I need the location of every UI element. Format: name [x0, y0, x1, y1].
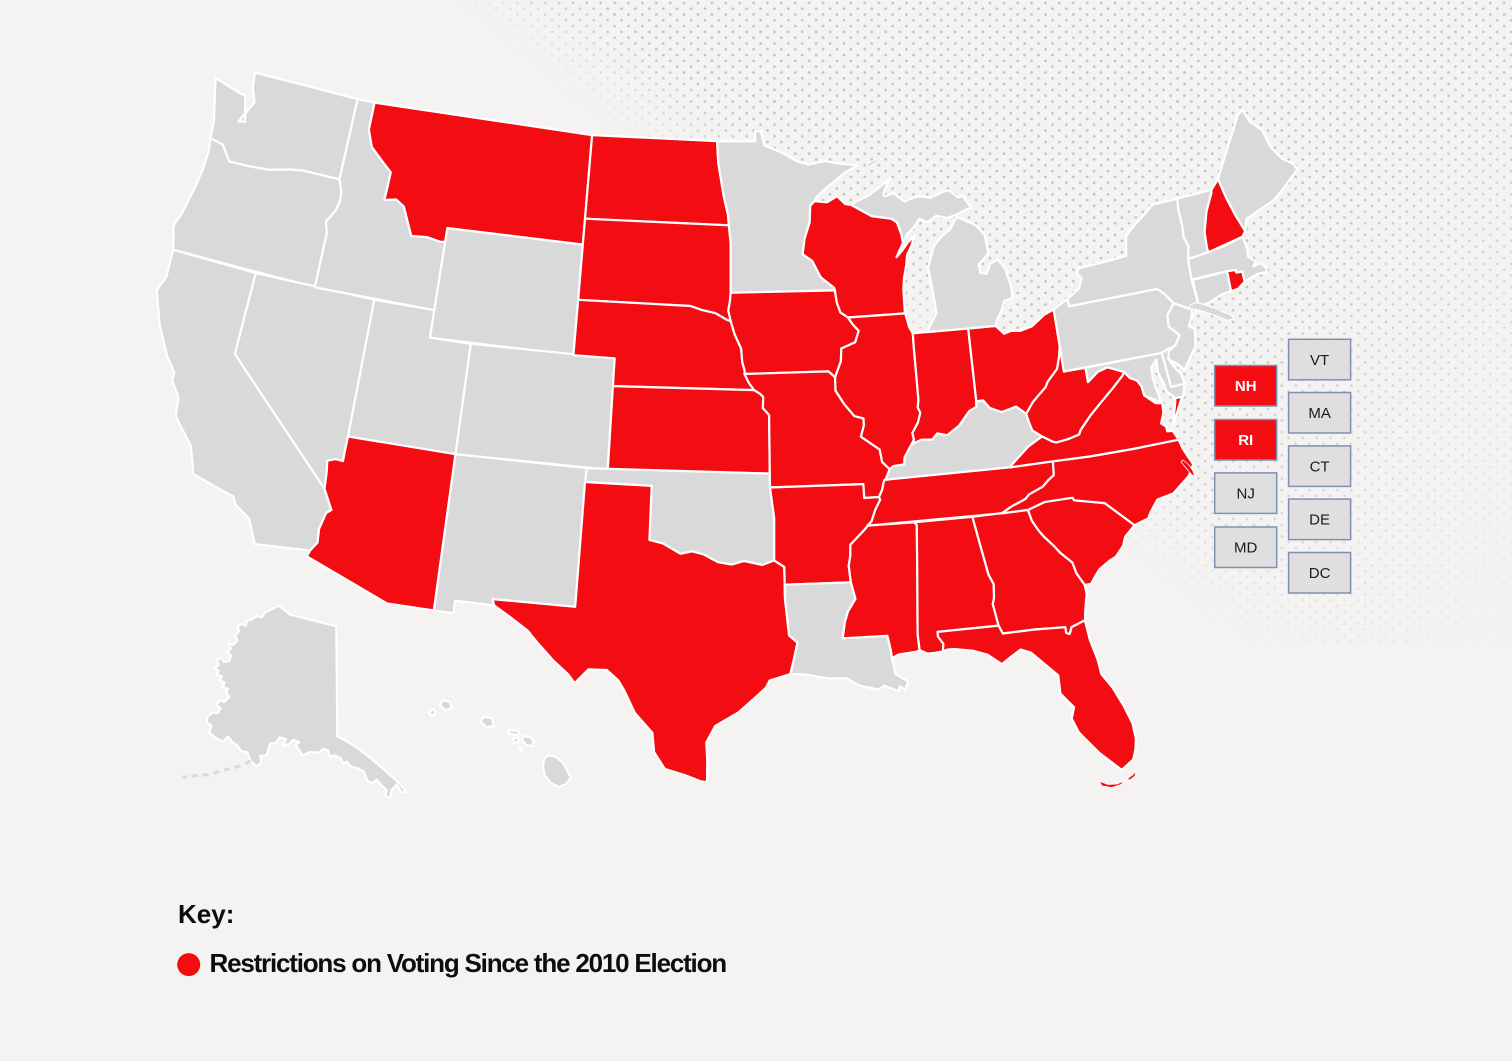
svg-text:Key:: Key:: [178, 899, 234, 929]
svg-text:DE: DE: [1309, 512, 1330, 529]
svg-text:DC: DC: [1309, 565, 1331, 582]
svg-text:MD: MD: [1234, 540, 1257, 557]
svg-text:CT: CT: [1310, 458, 1330, 475]
svg-text:Restrictions on Voting Since t: Restrictions on Voting Since the 2010 El…: [210, 948, 727, 978]
svg-text:NJ: NJ: [1237, 485, 1255, 502]
svg-text:RI: RI: [1238, 432, 1253, 449]
svg-text:MA: MA: [1308, 405, 1331, 422]
svg-text:NH: NH: [1235, 378, 1257, 395]
svg-text:VT: VT: [1310, 352, 1329, 369]
